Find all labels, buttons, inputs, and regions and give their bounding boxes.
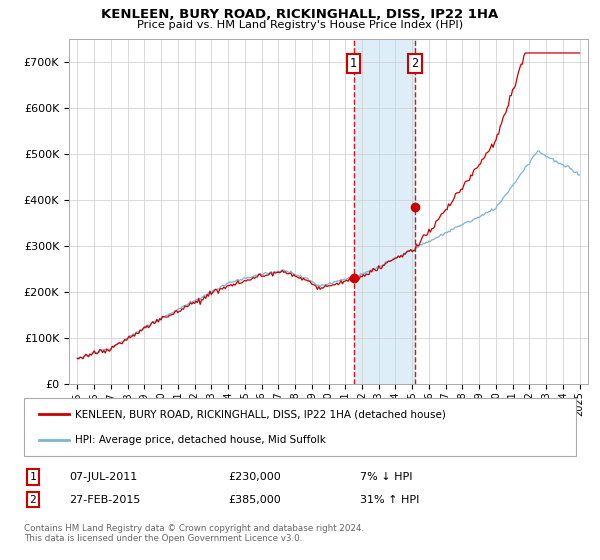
Text: Contains HM Land Registry data © Crown copyright and database right 2024.
This d: Contains HM Land Registry data © Crown c…	[24, 524, 364, 543]
Text: 27-FEB-2015: 27-FEB-2015	[69, 494, 140, 505]
Text: 2: 2	[29, 494, 37, 505]
Text: KENLEEN, BURY ROAD, RICKINGHALL, DISS, IP22 1HA (detached house): KENLEEN, BURY ROAD, RICKINGHALL, DISS, I…	[75, 409, 446, 419]
Text: £385,000: £385,000	[228, 494, 281, 505]
Text: 1: 1	[350, 57, 357, 70]
Text: 7% ↓ HPI: 7% ↓ HPI	[360, 472, 413, 482]
Text: 2: 2	[412, 57, 419, 70]
Text: KENLEEN, BURY ROAD, RICKINGHALL, DISS, IP22 1HA: KENLEEN, BURY ROAD, RICKINGHALL, DISS, I…	[101, 8, 499, 21]
Text: 07-JUL-2011: 07-JUL-2011	[69, 472, 137, 482]
Text: 31% ↑ HPI: 31% ↑ HPI	[360, 494, 419, 505]
Text: HPI: Average price, detached house, Mid Suffolk: HPI: Average price, detached house, Mid …	[75, 435, 326, 445]
Text: £230,000: £230,000	[228, 472, 281, 482]
Bar	[353, 39, 415, 384]
Text: Price paid vs. HM Land Registry's House Price Index (HPI): Price paid vs. HM Land Registry's House …	[137, 20, 463, 30]
Text: 1: 1	[29, 472, 37, 482]
